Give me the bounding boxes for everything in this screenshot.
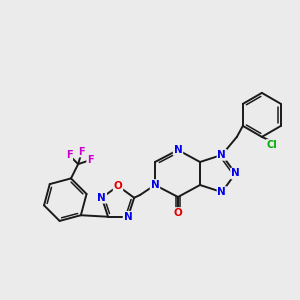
Text: N: N: [124, 212, 132, 222]
Text: F: F: [79, 147, 85, 157]
Text: N: N: [151, 180, 159, 190]
Text: F: F: [87, 155, 94, 165]
Text: F: F: [66, 150, 72, 160]
Text: O: O: [174, 208, 182, 218]
Text: N: N: [231, 169, 240, 178]
Text: O: O: [114, 181, 122, 191]
Text: N: N: [174, 145, 182, 155]
Text: Cl: Cl: [266, 140, 277, 150]
Text: N: N: [98, 193, 106, 203]
Text: N: N: [218, 187, 226, 197]
Text: N: N: [218, 150, 226, 160]
